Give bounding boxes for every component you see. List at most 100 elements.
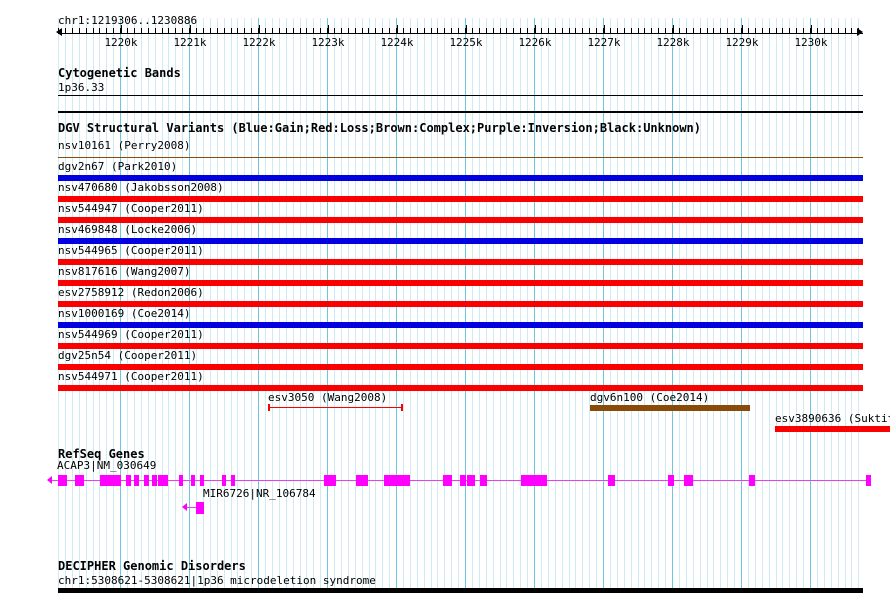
gene-exon[interactable] bbox=[191, 475, 195, 486]
dgv-variant-bar[interactable] bbox=[58, 280, 863, 286]
ruler-tick bbox=[562, 28, 563, 33]
ruler-tick bbox=[141, 28, 142, 33]
ruler-tick bbox=[244, 28, 245, 33]
ruler-tick bbox=[686, 28, 687, 33]
gene-exon[interactable] bbox=[134, 475, 139, 486]
ruler-tick bbox=[348, 28, 349, 33]
ruler-tick bbox=[375, 28, 376, 33]
gene-exon[interactable] bbox=[324, 475, 336, 486]
ruler-tick bbox=[727, 28, 728, 33]
ruler-tick bbox=[603, 28, 604, 33]
gene-exon[interactable] bbox=[200, 475, 204, 486]
dgv-variant-bar[interactable] bbox=[775, 426, 890, 432]
gene-exon[interactable] bbox=[521, 475, 547, 486]
gene-exon[interactable] bbox=[608, 475, 615, 486]
ruler-major-tick bbox=[466, 25, 467, 33]
dgv-variant-label: nsv544971 (Cooper2011) bbox=[58, 370, 204, 383]
gene-exon[interactable] bbox=[152, 475, 157, 486]
dgv-variant-bar[interactable] bbox=[58, 385, 863, 391]
ruler-tick-label: 1227k bbox=[587, 36, 621, 49]
ruler-tick bbox=[617, 28, 618, 33]
gene-label-mir6726: MIR6726|NR_106784 bbox=[203, 487, 316, 500]
gene-exon[interactable] bbox=[163, 475, 168, 486]
ruler-right-arrow-icon bbox=[857, 28, 863, 36]
dgv-variant-label: esv2758912 (Redon2006) bbox=[58, 286, 204, 299]
ruler-tick bbox=[196, 28, 197, 33]
gene-strand-arrow-icon bbox=[182, 503, 187, 511]
ruler-tick bbox=[403, 28, 404, 33]
ruler-tick bbox=[755, 28, 756, 33]
gene-exon[interactable] bbox=[75, 475, 84, 486]
dgv-variant-bar[interactable] bbox=[58, 322, 863, 328]
ruler-tick bbox=[120, 28, 121, 33]
gene-exon[interactable] bbox=[58, 475, 67, 486]
gene-exon[interactable] bbox=[443, 475, 452, 486]
ruler-tick bbox=[410, 28, 411, 33]
dgv-variant-thin-feature[interactable] bbox=[268, 404, 403, 411]
gene-exon[interactable] bbox=[126, 475, 131, 486]
gene-exon[interactable] bbox=[480, 475, 487, 486]
dgv-variant-bar[interactable] bbox=[58, 175, 863, 181]
ruler-tick bbox=[817, 28, 818, 33]
ruler-tick-label: 1222k bbox=[242, 36, 276, 49]
ruler-tick bbox=[265, 28, 266, 33]
ruler-tick bbox=[320, 28, 321, 33]
gene-exon[interactable] bbox=[356, 475, 368, 486]
dgv-variant-bar[interactable] bbox=[58, 364, 863, 370]
dgv-variant-label: esv3890636 (Suktit bbox=[775, 412, 890, 425]
gene-exon[interactable] bbox=[179, 475, 183, 486]
ruler-tick bbox=[72, 28, 73, 33]
ruler-tick bbox=[106, 28, 107, 33]
gene-exon[interactable] bbox=[222, 475, 226, 486]
gene-exon[interactable] bbox=[100, 475, 121, 486]
gene-exon[interactable] bbox=[467, 475, 475, 486]
ruler-tick bbox=[175, 28, 176, 33]
dgv-variant-bar[interactable] bbox=[58, 343, 863, 349]
dgv-variant-bar[interactable] bbox=[590, 405, 750, 411]
ruler-tick bbox=[782, 28, 783, 33]
ruler-major-tick bbox=[397, 25, 398, 33]
dgv-variant-bar[interactable] bbox=[58, 196, 863, 202]
ruler-major-tick bbox=[535, 25, 536, 33]
gene-exon[interactable] bbox=[668, 475, 674, 486]
ruler-tick bbox=[734, 28, 735, 33]
gene-exon[interactable] bbox=[866, 475, 871, 486]
dgv-variant-bar[interactable] bbox=[58, 301, 863, 307]
dgv-variant-bar[interactable] bbox=[58, 217, 863, 223]
gene-exon[interactable] bbox=[158, 475, 163, 486]
ruler-tick bbox=[493, 28, 494, 33]
ruler-tick bbox=[113, 28, 114, 33]
ruler-tick bbox=[693, 28, 694, 33]
ruler-major-tick bbox=[190, 25, 191, 33]
ruler-tick bbox=[272, 28, 273, 33]
gene-exon[interactable] bbox=[684, 475, 693, 486]
gene-exon[interactable] bbox=[196, 502, 204, 514]
gene-exon[interactable] bbox=[384, 475, 410, 486]
gene-exon[interactable] bbox=[460, 475, 466, 486]
ruler-tick-label: 1230k bbox=[794, 36, 828, 49]
ruler-tick-label: 1229k bbox=[725, 36, 759, 49]
ruler-tick-label: 1223k bbox=[311, 36, 345, 49]
ruler-tick bbox=[679, 28, 680, 33]
ruler-tick bbox=[451, 28, 452, 33]
ruler-tick bbox=[327, 28, 328, 33]
ruler-tick bbox=[341, 28, 342, 33]
ruler-tick bbox=[189, 28, 190, 33]
ruler-tick bbox=[258, 28, 259, 33]
ruler-tick bbox=[713, 28, 714, 33]
dgv-variant-bar[interactable] bbox=[58, 157, 863, 158]
dgv-variant-bar[interactable] bbox=[58, 259, 863, 265]
ruler-axis bbox=[58, 33, 863, 34]
gene-exon[interactable] bbox=[144, 475, 149, 486]
dgv-variant-label: nsv470680 (Jakobsson2008) bbox=[58, 181, 224, 194]
ruler-tick bbox=[313, 28, 314, 33]
ruler-tick bbox=[293, 28, 294, 33]
ruler-tick bbox=[658, 28, 659, 33]
gene-exon[interactable] bbox=[749, 475, 755, 486]
gene-exon[interactable] bbox=[231, 475, 235, 486]
ruler-tick bbox=[838, 28, 839, 33]
ruler-tick bbox=[575, 28, 576, 33]
dgv-variant-bar[interactable] bbox=[58, 238, 863, 244]
decipher-feature-bar[interactable] bbox=[58, 588, 863, 593]
